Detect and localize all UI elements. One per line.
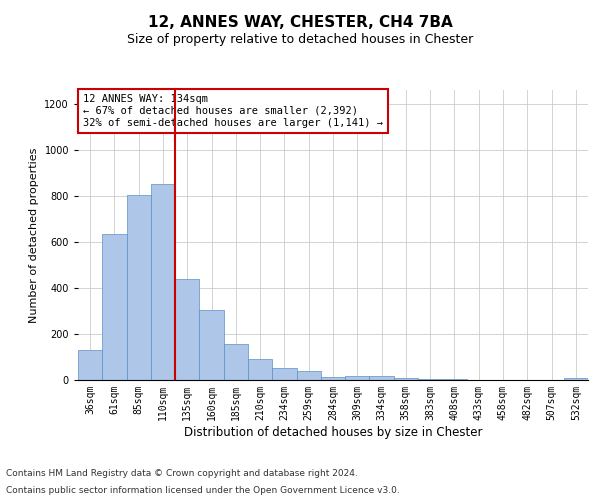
Bar — [248, 358, 272, 380]
Text: 12, ANNES WAY, CHESTER, CH4 7BA: 12, ANNES WAY, CHESTER, CH4 7BA — [148, 15, 452, 30]
Bar — [442, 379, 467, 380]
Bar — [224, 344, 248, 380]
Bar — [345, 376, 370, 380]
Bar — [127, 194, 151, 380]
Bar — [394, 378, 418, 380]
Bar — [370, 376, 394, 380]
Y-axis label: Number of detached properties: Number of detached properties — [29, 148, 39, 322]
X-axis label: Distribution of detached houses by size in Chester: Distribution of detached houses by size … — [184, 426, 482, 438]
Bar — [151, 184, 175, 380]
Text: Contains HM Land Registry data © Crown copyright and database right 2024.: Contains HM Land Registry data © Crown c… — [6, 468, 358, 477]
Text: Size of property relative to detached houses in Chester: Size of property relative to detached ho… — [127, 32, 473, 46]
Text: 12 ANNES WAY: 134sqm
← 67% of detached houses are smaller (2,392)
32% of semi-de: 12 ANNES WAY: 134sqm ← 67% of detached h… — [83, 94, 383, 128]
Bar — [78, 350, 102, 380]
Bar — [296, 372, 321, 380]
Bar — [418, 379, 442, 380]
Bar — [102, 234, 127, 380]
Bar — [564, 378, 588, 380]
Bar — [199, 310, 224, 380]
Bar — [321, 376, 345, 380]
Bar — [272, 368, 296, 380]
Bar — [175, 278, 199, 380]
Text: Contains public sector information licensed under the Open Government Licence v3: Contains public sector information licen… — [6, 486, 400, 495]
